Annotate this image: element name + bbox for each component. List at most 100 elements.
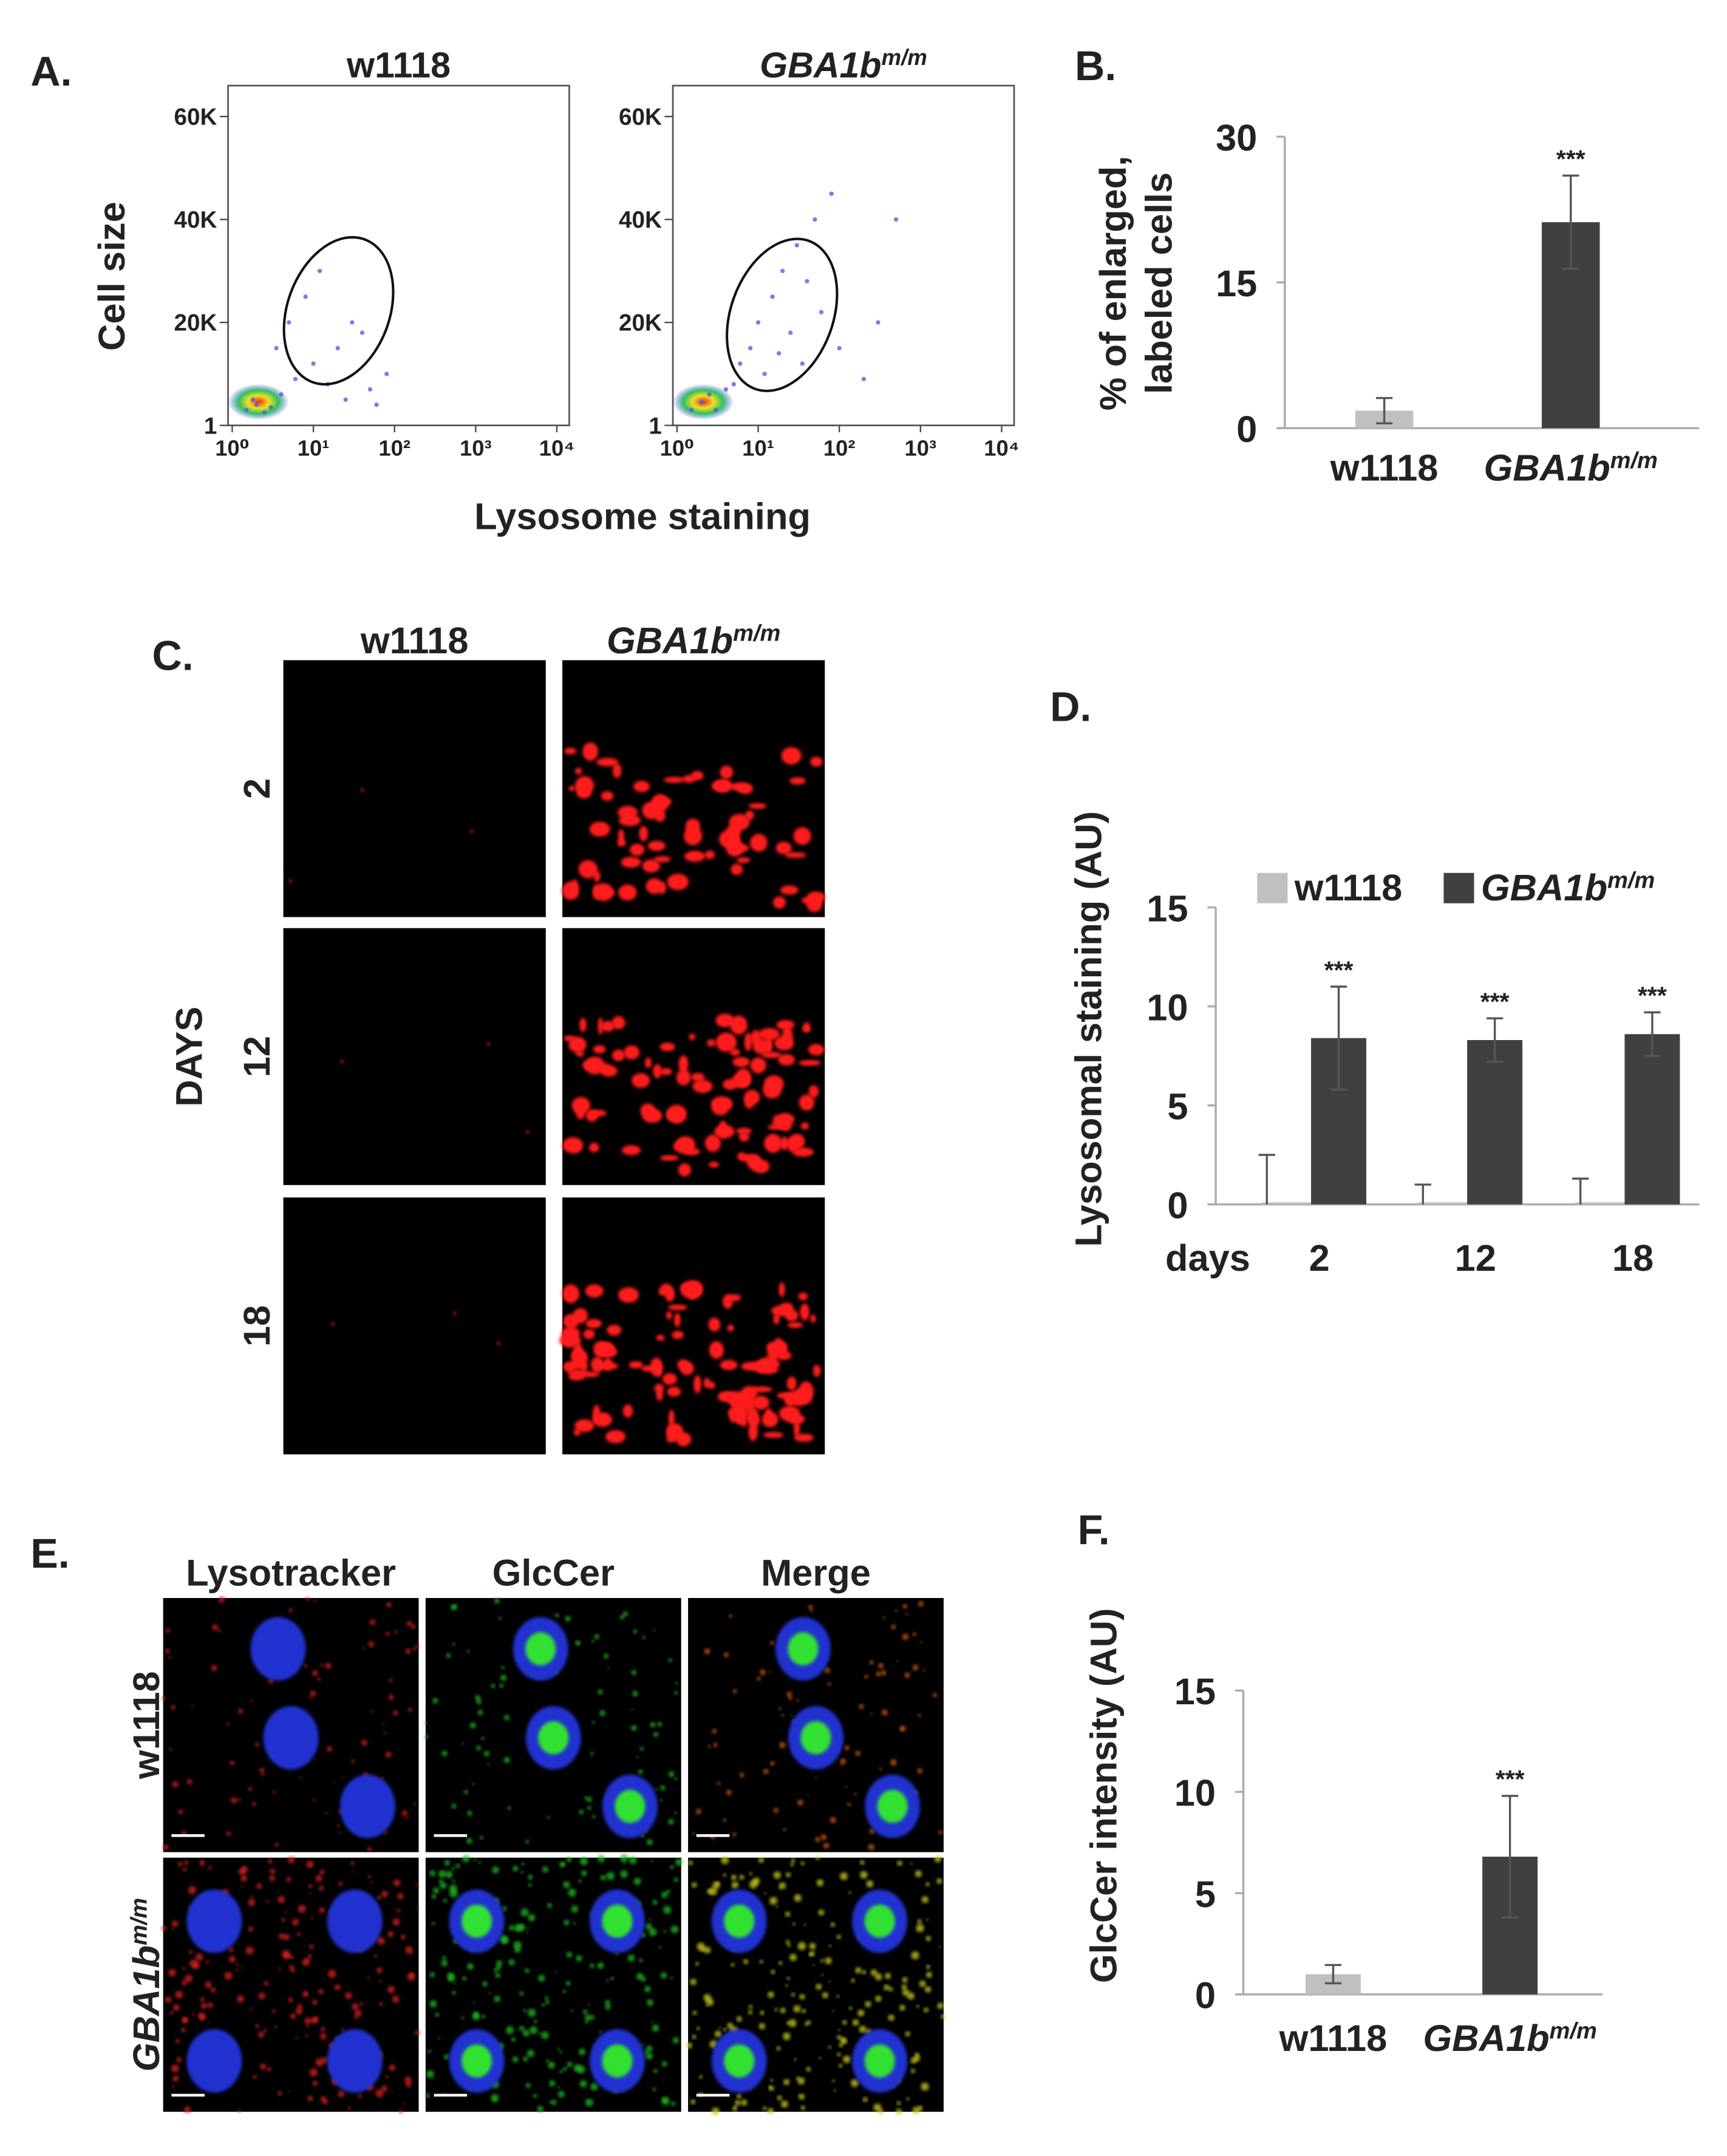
nucleus (186, 1889, 242, 1953)
legend-label: GBA1bm/m (1481, 867, 1655, 909)
stain-dot (390, 2089, 393, 2092)
stain-dot (562, 2067, 567, 2072)
significance: *** (1496, 1765, 1525, 1793)
stain-dot (195, 1953, 203, 1961)
stain-spot (677, 1359, 689, 1370)
stain-dot (432, 1887, 440, 1894)
stain-dot (670, 1976, 673, 1980)
stain-dot (848, 1891, 851, 1894)
stain-dot (778, 1707, 782, 1710)
stain-dot (792, 1922, 795, 1926)
stain-dot (605, 1999, 610, 2005)
stain-dot (578, 1879, 582, 1883)
stain-spot (720, 765, 734, 780)
stain-dot (410, 1951, 414, 1954)
stain-dot (494, 1598, 500, 1604)
x-tick-label: 10¹ (298, 436, 330, 461)
stain-dot (165, 1628, 171, 1633)
stain-dot (699, 2075, 703, 2079)
stain-dot (400, 1934, 406, 1940)
stain-spot (585, 1319, 602, 1328)
stain-dot (590, 1963, 594, 1968)
stain-spot (650, 1358, 663, 1377)
stain-dot (770, 2078, 774, 2082)
stain-dot (597, 1962, 604, 1969)
stain-dot (600, 1875, 606, 1881)
stain-spot (708, 1161, 720, 1168)
stain-dot (473, 1858, 477, 1862)
column-title: Merge (761, 1552, 871, 1594)
stain-dot (407, 1707, 412, 1712)
stain-dot (182, 1867, 187, 1872)
stain-dot (503, 1756, 510, 1764)
stain-dot (925, 1971, 933, 1978)
stain-dot (235, 1968, 239, 1971)
stain-dot (932, 1693, 938, 1698)
stain-dot (828, 2045, 832, 2049)
stain-dot (736, 2094, 740, 2098)
stain-dot (415, 1644, 420, 1649)
stain-dot (316, 1677, 321, 1681)
gate (726, 237, 839, 392)
stain-dot (763, 1769, 769, 1775)
stain-dot (388, 1695, 394, 1701)
stain-dot (369, 1619, 376, 1625)
stain-dot (570, 2009, 574, 2013)
y-axis-title: GlcCer intensity (AU) (1083, 1608, 1125, 1983)
stain-spot (639, 826, 649, 842)
stain-dot (914, 2052, 920, 2058)
stain-spot (800, 1303, 809, 1321)
stain-dot (869, 1828, 875, 1834)
stain-dot (392, 1995, 400, 2003)
stain-dot (787, 1943, 791, 1948)
stain-dot (240, 1966, 244, 1969)
stain-dot (809, 1943, 816, 1950)
stain-spot (667, 1424, 675, 1441)
y-tick-label: 0 (1195, 1975, 1216, 2017)
stain-spot (645, 878, 664, 894)
nucleus-glccer (864, 2044, 895, 2078)
plot-frame (672, 84, 1015, 427)
stain-dot (599, 1710, 606, 1716)
stain-dot (760, 1669, 766, 1676)
stain-dot (528, 1874, 533, 1880)
stain-dot (379, 1980, 382, 1983)
stain-dot (494, 1995, 501, 2002)
micrograph (283, 660, 546, 917)
stain-dot (200, 2002, 207, 2009)
stain-dot (620, 1854, 628, 1863)
stain-dot (341, 1777, 344, 1780)
stain-dot (475, 1695, 481, 1701)
stain-dot (264, 1981, 269, 1986)
stain-dot (218, 1600, 222, 1603)
stain-dot (393, 1710, 398, 1716)
scatter-point (254, 403, 259, 407)
stain-dot (212, 1624, 219, 1631)
stain-dot (773, 1807, 779, 1813)
stain-dot (717, 1781, 721, 1786)
stain-spot (647, 840, 666, 851)
stain-dot (642, 1636, 645, 1639)
stain-spot (772, 1114, 795, 1124)
stain-spot (653, 1064, 662, 1079)
nucleus-glccer (462, 2044, 492, 2078)
stain-dot (237, 1798, 241, 1802)
stain-dot (424, 1721, 427, 1725)
stain-dot (385, 1631, 390, 1636)
stain-dot (381, 1722, 384, 1726)
stain-dot (424, 1734, 429, 1739)
stain-spot (525, 1130, 530, 1134)
stain-dot (667, 1818, 674, 1825)
stain-dot (454, 1982, 457, 1985)
stain-dot (308, 1883, 313, 1888)
stain-dot (452, 1642, 455, 1646)
scatter-point (707, 392, 712, 397)
stain-dot (786, 1976, 790, 1981)
stain-dot (731, 1962, 735, 1967)
stain-dot (185, 1974, 193, 1982)
stain-dot (466, 1837, 472, 1844)
stain-dot (790, 1714, 793, 1717)
stain-dot (446, 1653, 451, 1658)
stain-spot (601, 1021, 615, 1032)
stain-dot (181, 2027, 186, 2033)
